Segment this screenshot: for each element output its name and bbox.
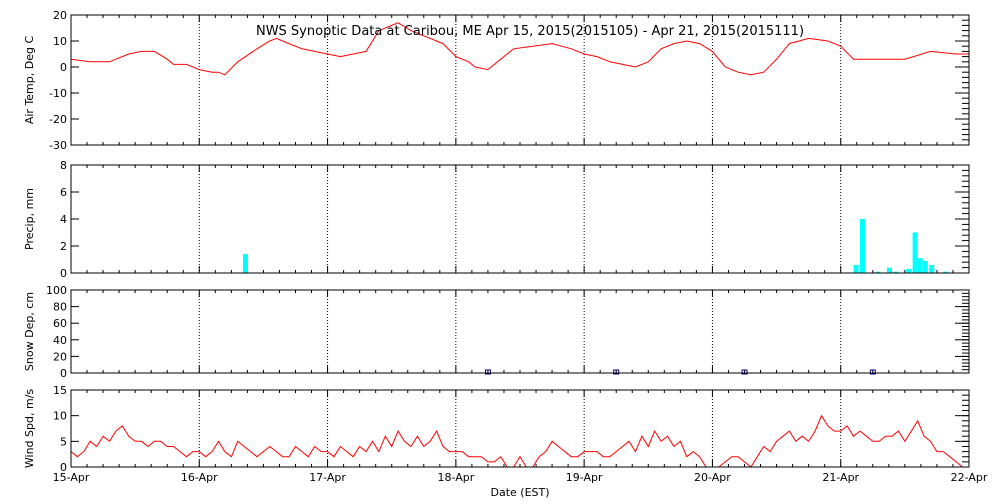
precip-bar [886, 267, 892, 273]
precip-bar [860, 219, 866, 273]
precip-bar [912, 232, 918, 273]
y-tick-label: 40 [53, 334, 67, 347]
precip-bar [943, 271, 949, 273]
y-tick-label: 100 [46, 284, 67, 297]
y-tick-label: 0 [60, 61, 67, 74]
panel-frame [70, 389, 970, 468]
panel-frame [70, 289, 970, 374]
y-tick-label: -10 [49, 87, 67, 100]
precip-bar [917, 258, 923, 273]
precip-bar [906, 268, 912, 273]
snow-depth-point [613, 369, 620, 375]
x-tick-label: 15-Apr [53, 471, 90, 484]
y-tick-label: 60 [53, 317, 67, 330]
y-tick-label: 80 [53, 301, 67, 314]
y-tick-label: 0 [60, 367, 67, 380]
chart-title: NWS Synoptic Data at Caribou, ME Apr 15,… [256, 24, 804, 39]
panel-wind_speed: 15 10 5 0 Wind Spd, m/s [23, 384, 970, 474]
x-tick-label: 21-Apr [822, 471, 859, 484]
panel-frame [70, 14, 970, 146]
y-axis-label: Wind Spd, m/s [23, 389, 36, 469]
precip-bar [853, 264, 859, 273]
y-tick-label: -30 [49, 139, 67, 152]
snow-depth-point [484, 369, 491, 375]
y-tick-label: 2 [60, 240, 67, 253]
y-tick-label: 5 [60, 435, 67, 448]
panel-precip: 8 6 4 2 0 Precip, mm [23, 159, 970, 280]
x-tick-label: 19-Apr [566, 471, 603, 484]
y-tick-label: 10 [53, 410, 67, 423]
y-tick-label: -20 [49, 113, 67, 126]
y-tick-label: 20 [53, 350, 67, 363]
snow-depth-point [869, 369, 876, 375]
y-tick-label: 4 [60, 213, 67, 226]
precip-bar [893, 271, 899, 273]
y-axis-label: Precip, mm [23, 188, 36, 250]
series-line-air_temp [70, 22, 969, 76]
precip-bar [929, 264, 935, 273]
y-axis-label: Snow Dep, cm [23, 292, 36, 371]
y-tick-label: 0 [60, 267, 67, 280]
y-tick-label: 20 [53, 9, 67, 22]
y-tick-label: 10 [53, 35, 67, 48]
precip-bar [875, 271, 881, 273]
y-tick-label: 15 [53, 384, 67, 397]
x-tick-label: 18-Apr [437, 471, 474, 484]
x-tick-label: 20-Apr [694, 471, 731, 484]
precip-bar [242, 254, 248, 273]
panel-air_temp: 20 10 0 -10 -20 -30 Air Temp, Deg C [23, 9, 970, 152]
panel-snow_depth: 100 80 60 40 20 0 Snow Dep, cm [23, 284, 970, 380]
y-tick-label: 8 [60, 159, 67, 172]
y-tick-label: 6 [60, 186, 67, 199]
precip-bar [922, 260, 928, 273]
x-tick-labels: 15-Apr 16-Apr 17-Apr 18-Apr 19-Apr 20-Apr 21-A… [53, 471, 988, 484]
x-tick-label: 22-Apr [951, 471, 988, 484]
panel-frame [70, 164, 970, 274]
snow-depth-point [741, 369, 748, 375]
y-tick-label: 0 [60, 461, 67, 474]
x-tick-label: 17-Apr [309, 471, 346, 484]
x-axis-label: Date (EST) [490, 486, 549, 499]
y-axis-label: Air Temp, Deg C [23, 36, 36, 125]
x-tick-label: 16-Apr [181, 471, 218, 484]
series-line-wind_speed [70, 414, 969, 468]
